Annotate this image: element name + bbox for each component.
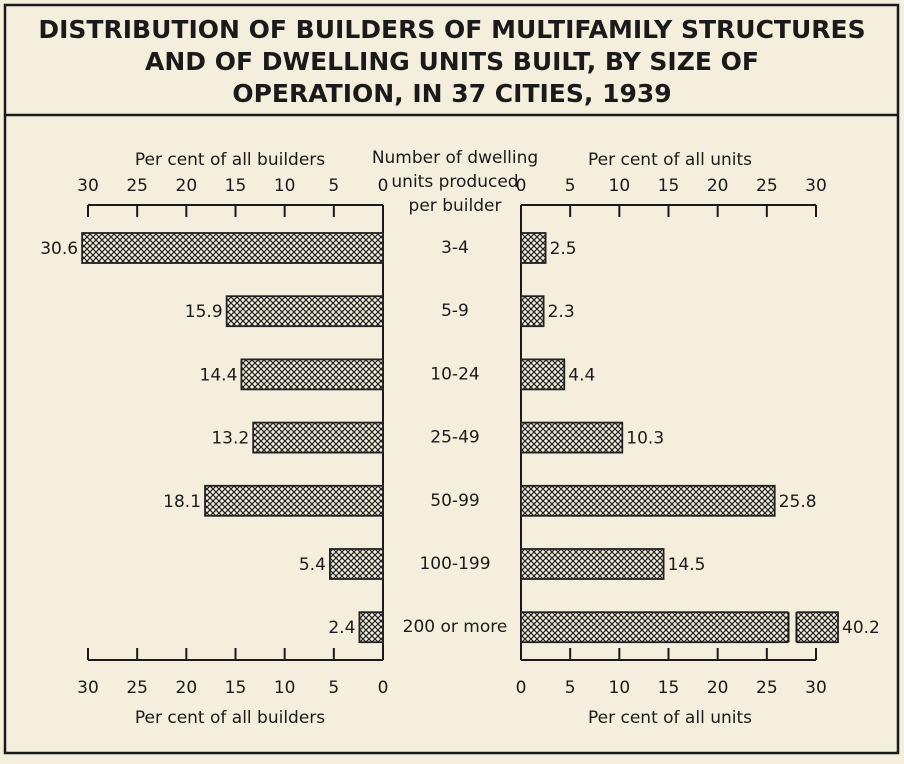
data-label: 30.6 <box>40 239 78 259</box>
x-tick-label: 10 <box>609 678 631 698</box>
x-tick-label: 20 <box>707 176 729 196</box>
bar <box>328 548 384 580</box>
x-tick-label: 0 <box>516 678 527 698</box>
x-tick-label: 25 <box>756 678 778 698</box>
x-tick-label: 25 <box>126 176 148 196</box>
category-axis-label: units produced <box>391 172 518 192</box>
data-label: 18.1 <box>163 492 201 512</box>
x-tick-label: 5 <box>328 176 339 196</box>
category-axis-label: per builder <box>409 196 502 216</box>
category-label: 5-9 <box>441 301 469 321</box>
x-tick-label: 10 <box>274 678 296 698</box>
x-tick-label: 10 <box>609 176 631 196</box>
bar <box>240 358 384 391</box>
x-tick-label: 30 <box>805 176 827 196</box>
axis-label: Per cent of all units <box>588 150 752 170</box>
bar <box>520 611 839 644</box>
category-label: 50-99 <box>430 491 479 511</box>
x-tick-label: 5 <box>565 678 576 698</box>
x-tick-label: 0 <box>378 678 389 698</box>
x-tick-label: 30 <box>805 678 827 698</box>
category-label: 3-4 <box>441 238 469 258</box>
x-tick-label: 15 <box>658 678 680 698</box>
category-label: 25-49 <box>430 428 479 448</box>
data-label: 13.2 <box>211 429 249 449</box>
x-tick-label: 10 <box>274 176 296 196</box>
bar <box>204 484 384 517</box>
x-tick-label: 0 <box>378 176 389 196</box>
data-label: 14.5 <box>668 555 706 575</box>
x-tick-label: 15 <box>225 176 247 196</box>
chart-title: AND OF DWELLING UNITS BUILT, BY SIZE OF <box>145 47 759 76</box>
axis-break <box>788 609 797 646</box>
category-label: 200 or more <box>403 617 508 637</box>
data-label: 2.4 <box>328 618 355 638</box>
data-label: 40.2 <box>842 618 880 638</box>
data-label: 4.4 <box>568 365 595 385</box>
bar <box>520 232 547 264</box>
data-label: 5.4 <box>299 555 326 575</box>
category-label: 100-199 <box>419 554 490 574</box>
x-tick-label: 30 <box>77 678 99 698</box>
data-label: 2.5 <box>550 239 577 259</box>
x-tick-label: 20 <box>176 678 198 698</box>
bar <box>520 295 545 328</box>
chart-title: DISTRIBUTION OF BUILDERS OF MULTIFAMILY … <box>38 15 865 44</box>
data-label: 10.3 <box>626 429 664 449</box>
axis-label: Per cent of all units <box>588 708 752 728</box>
x-tick-label: 25 <box>756 176 778 196</box>
axis-label: Per cent of all builders <box>135 150 325 170</box>
x-tick-label: 0 <box>516 176 527 196</box>
category-axis-label: Number of dwelling <box>372 148 538 168</box>
x-tick-label: 5 <box>565 176 576 196</box>
x-tick-label: 15 <box>225 678 247 698</box>
bar <box>520 358 566 391</box>
chart-title: OPERATION, IN 37 CITIES, 1939 <box>232 79 671 108</box>
data-label: 2.3 <box>548 302 575 322</box>
x-tick-label: 5 <box>328 678 339 698</box>
x-tick-label: 20 <box>707 678 729 698</box>
bar <box>225 295 384 328</box>
bar <box>252 421 384 454</box>
category-label: 10-24 <box>430 364 479 384</box>
bar <box>520 421 624 454</box>
x-tick-label: 15 <box>658 176 680 196</box>
bar <box>520 484 776 517</box>
bar <box>81 232 384 264</box>
x-tick-label: 20 <box>176 176 198 196</box>
data-label: 25.8 <box>779 492 817 512</box>
bar <box>358 611 384 644</box>
frame <box>3 3 900 755</box>
x-tick-label: 30 <box>77 176 99 196</box>
bar <box>520 548 665 580</box>
data-label: 15.9 <box>185 302 223 322</box>
data-label: 14.4 <box>200 365 238 385</box>
x-tick-label: 25 <box>126 678 148 698</box>
axis-label: Per cent of all builders <box>135 708 325 728</box>
